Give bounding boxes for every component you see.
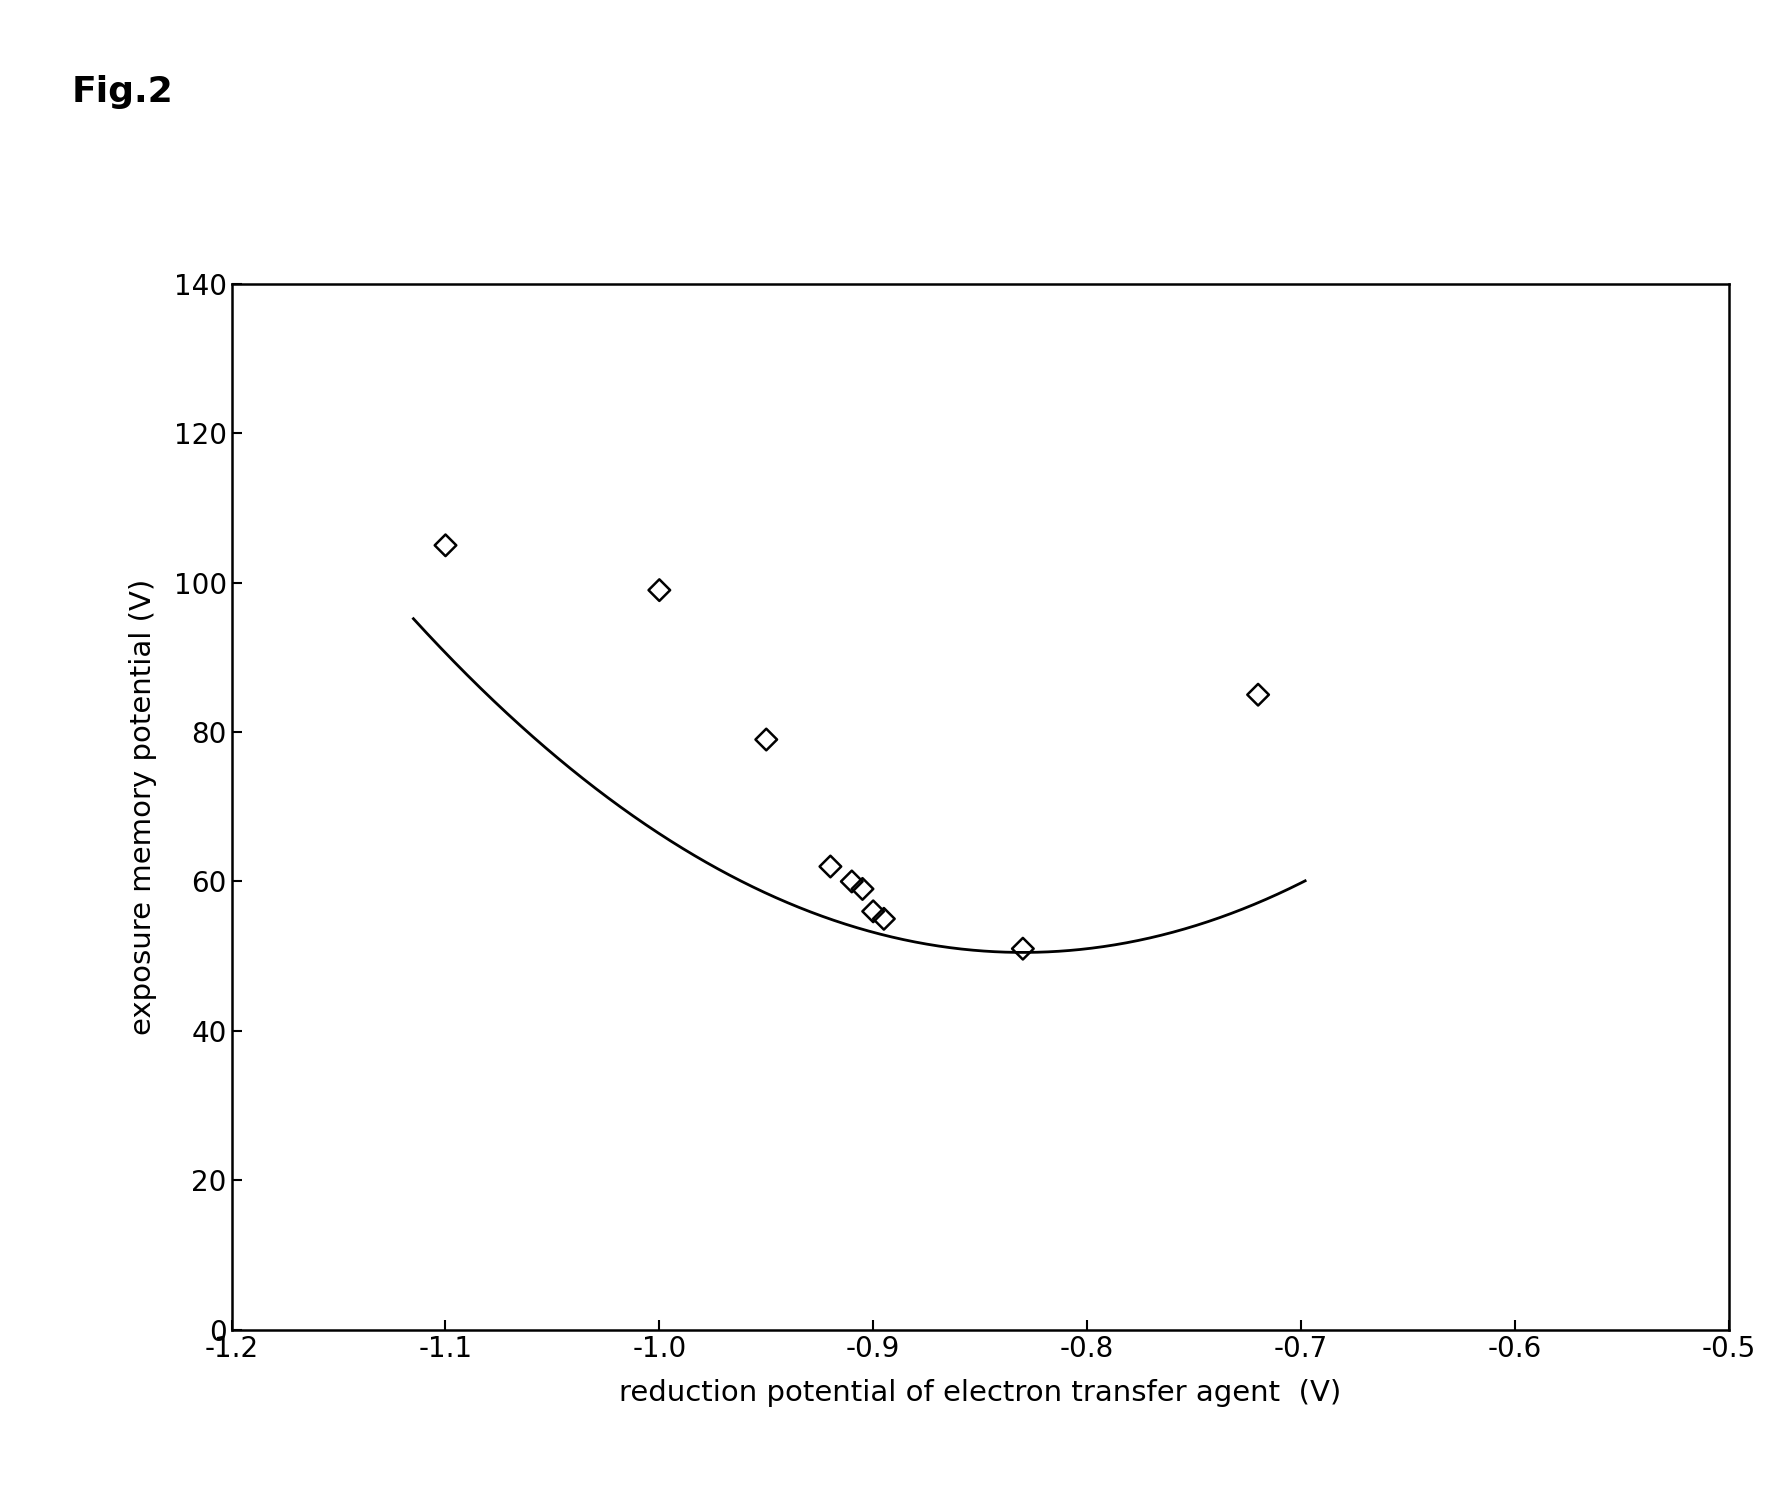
Point bbox=[870, 907, 898, 931]
Point bbox=[431, 533, 460, 557]
Point bbox=[838, 870, 866, 893]
Point bbox=[848, 877, 877, 901]
Point bbox=[816, 855, 845, 878]
Point bbox=[1244, 683, 1272, 707]
Point bbox=[1009, 937, 1037, 961]
Point bbox=[645, 578, 674, 602]
Point bbox=[752, 728, 781, 751]
X-axis label: reduction potential of electron transfer agent  (V): reduction potential of electron transfer… bbox=[618, 1379, 1342, 1407]
Text: Fig.2: Fig.2 bbox=[71, 75, 173, 109]
Point bbox=[859, 899, 887, 923]
Y-axis label: exposure memory potential (V): exposure memory potential (V) bbox=[128, 578, 157, 1035]
